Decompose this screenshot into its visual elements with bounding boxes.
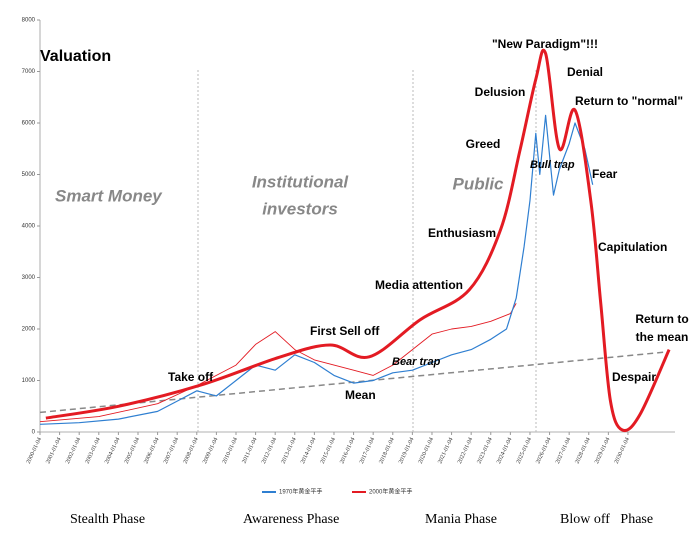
annotation: Valuation <box>40 48 111 65</box>
y-tick-label: 0 <box>32 430 36 436</box>
annotation: Capitulation <box>598 240 667 254</box>
line <box>39 114 594 425</box>
annotation: Public <box>452 174 504 193</box>
y-tick-label: 2000 <box>22 327 36 333</box>
legend-label: 1970年黄金平手 <box>279 488 322 496</box>
phase-label: Awareness Phase <box>243 512 339 527</box>
annotation: Mean <box>345 388 376 402</box>
annotation: Return to "normal" <box>575 94 683 108</box>
annotation: "New Paradigm"!!! <box>492 37 598 51</box>
phase-label: Mania Phase <box>425 512 497 527</box>
line <box>39 303 517 423</box>
y-tick-label: 6000 <box>22 121 36 127</box>
annotation: First Sell off <box>310 324 380 338</box>
annotation: Smart Money <box>55 186 163 205</box>
annotation: Institutional <box>252 172 350 191</box>
legend-label: 2000年黄金平手 <box>369 488 412 496</box>
annotation: Media attention <box>375 278 463 292</box>
y-tick-label: 8000 <box>22 18 36 24</box>
y-tick-label: 3000 <box>22 275 36 281</box>
annotation: Return to <box>635 312 688 326</box>
y-tick-label: 4000 <box>22 224 36 230</box>
annotation: Greed <box>466 137 501 151</box>
annotation: Enthusiasm <box>428 226 496 240</box>
annotation: Take off <box>168 370 214 384</box>
phase-label: Stealth Phase <box>70 512 145 527</box>
annotation: the mean <box>636 330 689 344</box>
y-tick-label: 5000 <box>22 172 36 178</box>
curve <box>45 48 671 433</box>
y-tick-label: 1000 <box>22 378 36 384</box>
annotation: Denial <box>567 65 603 79</box>
annotation: Fear <box>592 167 618 181</box>
annotation: investors <box>262 199 338 218</box>
annotation: Delusion <box>475 85 526 99</box>
annotation: Despair <box>612 370 656 384</box>
annotation: Bull trap <box>530 159 575 171</box>
line <box>39 350 670 414</box>
annotation: Bear trap <box>392 356 441 368</box>
y-tick-label: 7000 <box>22 69 36 75</box>
phase-label: Blow off Phase <box>560 512 653 527</box>
